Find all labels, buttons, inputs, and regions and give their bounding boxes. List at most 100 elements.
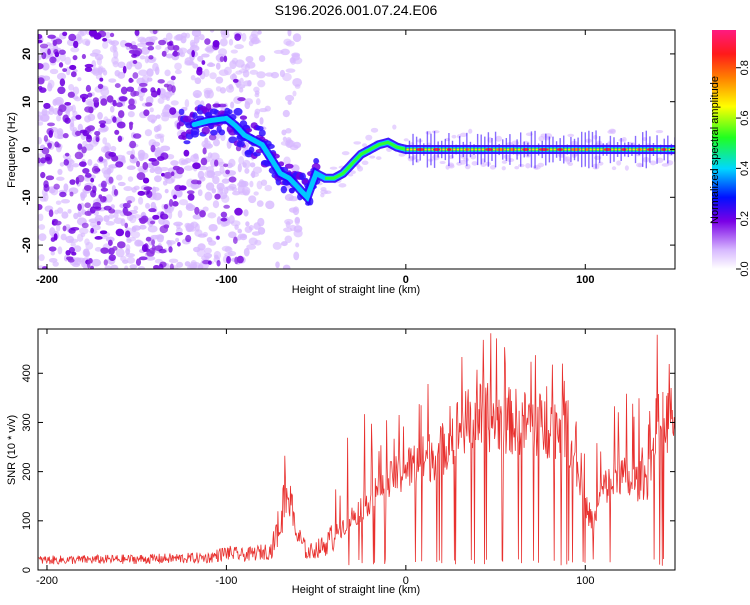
spectrogram-cell: [207, 260, 212, 265]
spectrogram-cell: [232, 78, 239, 83]
spectrogram-cell: [192, 214, 202, 220]
spectrogram-cell: [285, 139, 294, 148]
spectrogram-cell: [154, 175, 162, 183]
spectrogram-cell: [110, 204, 115, 210]
spectrogram-cell: [87, 113, 96, 122]
spectrogram-cell: [56, 176, 65, 181]
spectrogram-cell: [53, 183, 60, 190]
spectrogram-cell: [190, 75, 196, 81]
spectrogram-cell: [146, 68, 154, 77]
spectrogram-cell: [260, 179, 268, 186]
spectrogram-cell: [451, 134, 457, 139]
spectrogram-cell: [233, 107, 243, 116]
spectrogram-cell: [127, 104, 136, 110]
spectrogram-cell: [170, 100, 179, 106]
spectrogram-cell: [91, 165, 100, 174]
spectrogram-cell: [47, 122, 55, 127]
spectrogram-cell: [70, 71, 77, 78]
spectrogram-cell: [58, 62, 64, 68]
spectrogram-cell: [70, 118, 75, 128]
spectrogram-cell: [199, 210, 206, 218]
spectrogram-cell: [69, 191, 74, 197]
spectrogram-cell: [79, 93, 89, 100]
spectrogram-cell: [241, 32, 247, 42]
spectrogram-cell: [79, 30, 87, 37]
spectrogram-cell: [621, 148, 627, 151]
spectrogram-cell: [81, 38, 91, 46]
spectrogram-cell: [178, 108, 185, 116]
spectrogram-cell: [284, 218, 294, 225]
spectrogram-cell: [280, 241, 288, 247]
spectrogram-cell: [646, 148, 655, 151]
spectrogram-cell: [292, 141, 301, 149]
spectrogram-cell: [155, 44, 162, 50]
snr-series-line: [38, 333, 675, 566]
spectrogram-cell: [113, 212, 119, 219]
spectrogram-cell: [138, 196, 144, 205]
spectrogram-cell: [248, 146, 255, 154]
snr-y-axis-label: SNR (10 * v/v): [6, 415, 18, 485]
spectrogram-cell: [99, 77, 104, 82]
spectrogram-cell: [353, 141, 362, 145]
spectrogram-cell: [134, 239, 143, 247]
spectrogram-cell: [193, 35, 200, 44]
spectrogram-cell: [567, 133, 575, 138]
spectrogram-cell: [100, 87, 110, 97]
spectrogram-cell: [223, 204, 230, 209]
spectrogram-cell: [64, 101, 72, 106]
spectrogram-cell: [212, 200, 220, 209]
spectrogram-cell: [227, 250, 237, 257]
spectrogram-cell: [144, 102, 153, 107]
spectrogram-cell: [145, 41, 155, 46]
spectrogram-cell: [246, 244, 257, 250]
spectrogram-cell: [177, 210, 183, 219]
colorbar-gradient: [712, 30, 736, 269]
spectrogram-cell: [202, 231, 208, 237]
spectrogram-cell: [109, 45, 118, 53]
spectrogram-cell: [143, 109, 150, 117]
spectrogram-cell: [179, 52, 186, 58]
spectrogram-cell: [282, 136, 287, 142]
spectrogram-cell: [282, 72, 292, 82]
spectrogram-cell: [284, 193, 294, 202]
spectrogram-cell: [160, 111, 171, 118]
colorbar: 0.0 0.2 0.4 0.6 0.8 Normalized spectral ampl…: [709, 30, 750, 277]
spectrogram-cell: [190, 127, 200, 135]
spectrogram-cell: [242, 159, 251, 169]
spectrogram-cell: [116, 121, 126, 129]
spectrogram-cell: [252, 166, 263, 174]
spectrogram-cell: [201, 53, 210, 58]
spectrogram-cell: [163, 104, 172, 111]
spectrogram-cell: [194, 99, 201, 107]
spectrogram-cell: [162, 214, 168, 219]
spectrogram-cell: [282, 109, 290, 118]
spectrogram-cell: [126, 165, 136, 171]
colorbar-tick-label: 0.6: [739, 110, 750, 125]
spectrogram-cell: [112, 246, 118, 251]
spectrogram-cell: [38, 153, 46, 158]
spectrogram-cell: [237, 97, 246, 102]
spectrogram-cell: [158, 263, 164, 269]
spectrogram-cell: [135, 258, 142, 266]
spectrogram-cell: [220, 133, 226, 142]
spectrogram-cell: [83, 250, 91, 258]
spectrogram-cell: [282, 264, 291, 269]
spectrogram-cell: [47, 48, 51, 55]
spectrogram-cell: [234, 33, 242, 41]
spectrogram-cell: [163, 171, 173, 179]
spectrogram-cell: [258, 55, 266, 62]
spectrogram-cell: [67, 91, 75, 98]
spectrogram-cell: [81, 222, 89, 229]
spectrogram-cell: [392, 124, 397, 130]
spectrogram-cell: [514, 166, 520, 170]
spectrogram-cell: [206, 236, 213, 243]
spectrogram-cell: [47, 79, 55, 89]
spectrogram-cell: [118, 96, 128, 102]
spectrogram-cell: [112, 116, 117, 123]
spectrogram-cell: [45, 156, 51, 161]
spectrogram-cell: [193, 153, 199, 160]
spectrogram-cell: [120, 86, 128, 95]
spectrogram-cell: [122, 65, 127, 74]
spectrogram-cell: [52, 261, 59, 267]
spectrogram-cell: [138, 153, 145, 162]
